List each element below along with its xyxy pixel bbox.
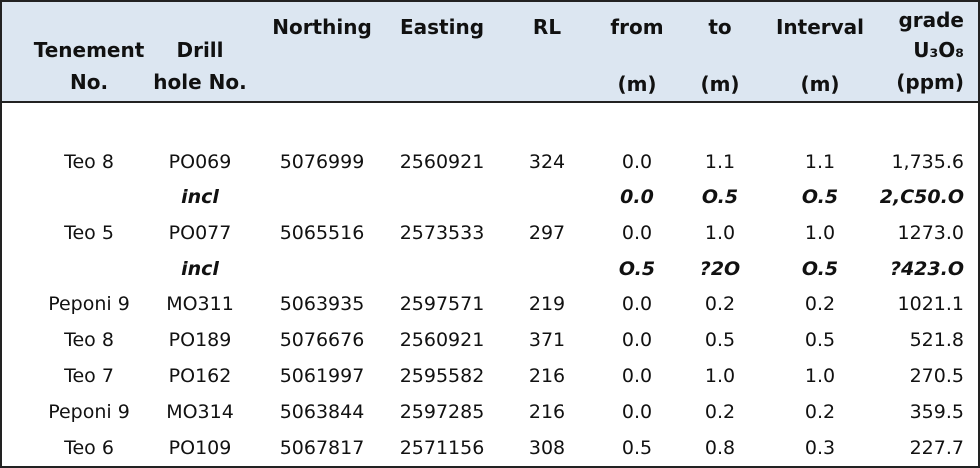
header-band xyxy=(2,2,978,103)
table-cell: from xyxy=(610,15,664,39)
table-cell: O.5 xyxy=(801,186,839,208)
table-cell: 0.8 xyxy=(704,437,736,459)
table-cell: 1.1 xyxy=(804,151,836,173)
table-cell: 1021.1 xyxy=(897,293,964,315)
table-cell: 5076676 xyxy=(279,329,365,351)
table-cell: 0.2 xyxy=(704,401,736,423)
table-cell: 5076999 xyxy=(279,151,365,173)
table-cell: Teo 8 xyxy=(64,151,114,173)
table-cell: 1.0 xyxy=(704,365,736,387)
table-cell: 5061997 xyxy=(279,365,365,387)
table-cell: 2595582 xyxy=(399,365,485,387)
table-cell: Teo 7 xyxy=(64,365,114,387)
table-cell: 521.8 xyxy=(909,329,964,351)
table-cell: O.5 xyxy=(618,258,656,280)
table-cell: 2597285 xyxy=(399,401,485,423)
table-cell: 371 xyxy=(528,329,566,351)
table-cell: 297 xyxy=(528,222,566,244)
table-cell: (m) xyxy=(617,72,657,96)
table-cell: Teo 5 xyxy=(64,222,114,244)
table-cell: PO189 xyxy=(168,329,232,351)
table-cell: 2,C50.O xyxy=(879,186,964,208)
table-cell: ?423.O xyxy=(889,258,964,280)
table-cell: PO069 xyxy=(168,151,232,173)
table-cell: Teo 8 xyxy=(64,329,114,351)
table-cell: 2597571 xyxy=(399,293,485,315)
table-cell: Peponi 9 xyxy=(48,401,130,423)
table-cell: ?2O xyxy=(699,258,741,280)
table-cell: 0.0 xyxy=(621,401,653,423)
table-cell: Interval xyxy=(775,15,865,39)
table-cell: grade xyxy=(898,8,964,32)
table-cell: 0.0 xyxy=(620,186,654,208)
table-cell: Northing xyxy=(272,15,372,39)
table-cell: No. xyxy=(69,70,109,94)
table-cell: 0.3 xyxy=(804,437,836,459)
table-cell: 0.0 xyxy=(621,365,653,387)
table-cell: 5063935 xyxy=(279,293,365,315)
table-cell: MO311 xyxy=(166,293,234,315)
table-cell: 0.5 xyxy=(621,437,653,459)
table-cell: O.5 xyxy=(701,186,739,208)
table-cell: 1,735.6 xyxy=(891,151,964,173)
table-cell: incl xyxy=(181,186,219,208)
table-cell: 5065516 xyxy=(279,222,365,244)
table-cell: 2573533 xyxy=(399,222,485,244)
table-cell: incl xyxy=(181,258,219,280)
table-cell: 1.0 xyxy=(804,222,836,244)
table-cell: 2571156 xyxy=(399,437,485,459)
table-cell: 5063844 xyxy=(279,401,365,423)
table-cell: MO314 xyxy=(166,401,234,423)
table-cell: 270.5 xyxy=(909,365,964,387)
table-cell: 1273.0 xyxy=(897,222,964,244)
table-cell: 0.0 xyxy=(621,293,653,315)
table-cell: Peponi 9 xyxy=(48,293,130,315)
table-cell: 0.2 xyxy=(804,401,836,423)
table-cell: 1.1 xyxy=(704,151,736,173)
table-cell: 0.5 xyxy=(704,329,736,351)
table-cell: hole No. xyxy=(153,70,247,94)
table-cell: PO077 xyxy=(168,222,232,244)
table-cell: 359.5 xyxy=(909,401,964,423)
table-cell: Tenement xyxy=(33,38,145,62)
table-cell: 216 xyxy=(528,401,566,423)
table-cell: 216 xyxy=(528,365,566,387)
table-cell: Drill xyxy=(176,38,224,62)
table-cell: 1.0 xyxy=(804,365,836,387)
table-cell: 227.7 xyxy=(909,437,964,459)
table-cell: PO109 xyxy=(168,437,232,459)
table-cell: 308 xyxy=(528,437,566,459)
table-cell: (m) xyxy=(700,72,740,96)
table-cell: RL xyxy=(532,15,562,39)
table-cell: 0.2 xyxy=(704,293,736,315)
table-cell: O.5 xyxy=(801,258,839,280)
table-cell: 2560921 xyxy=(399,329,485,351)
table-cell: (m) xyxy=(800,72,840,96)
table-cell: 0.5 xyxy=(804,329,836,351)
table-cell: 0.0 xyxy=(621,151,653,173)
table-cell: to xyxy=(708,15,732,39)
table-cell: 5067817 xyxy=(279,437,365,459)
table-cell: U₃O₈ xyxy=(913,38,964,62)
table-cell: 324 xyxy=(528,151,566,173)
table-cell: 1.0 xyxy=(704,222,736,244)
table-cell: 0.2 xyxy=(804,293,836,315)
table-cell: PO162 xyxy=(168,365,232,387)
table-cell: Easting xyxy=(399,15,485,39)
table-cell: 0.0 xyxy=(621,329,653,351)
table-cell: 2560921 xyxy=(399,151,485,173)
table-cell: 0.0 xyxy=(621,222,653,244)
table-cell: Teo 6 xyxy=(64,437,114,459)
table-cell: 219 xyxy=(528,293,566,315)
table-cell: (ppm) xyxy=(896,70,964,94)
